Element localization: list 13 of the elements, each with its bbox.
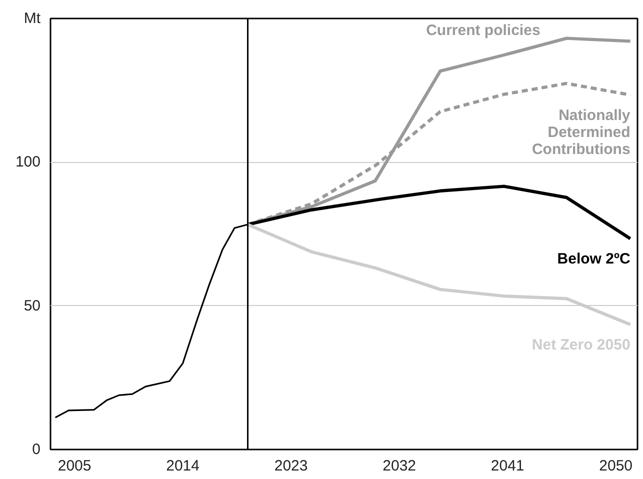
x-tick-label: 2041 [490,458,524,474]
y-tick-label: 0 [32,441,40,458]
series-label: Current policies [426,22,540,40]
y-tick-label: 50 [24,297,41,314]
series-label: Nationally Determined Contributions [532,106,631,158]
series-label: Below 2ºC [557,250,630,268]
x-tick-label: 2014 [166,458,200,474]
x-tick-label: 2032 [382,458,416,474]
x-tick-label: 2023 [274,458,308,474]
y-tick-label: 100 [15,154,41,171]
x-tick-label: 2005 [58,458,92,474]
x-tick-label: 2050 [599,458,633,474]
y-tick-label: Mt [24,10,42,27]
